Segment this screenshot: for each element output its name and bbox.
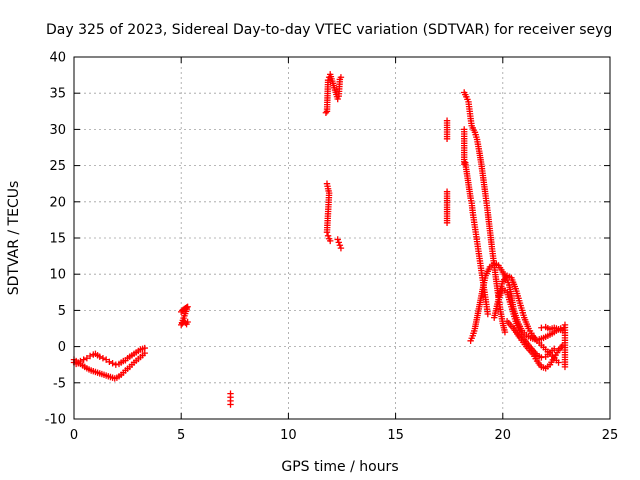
data-point: [102, 356, 110, 363]
y-tick-label: 0: [58, 340, 66, 355]
data-point: [484, 310, 491, 318]
data-point: [561, 363, 569, 371]
data-point: [141, 349, 148, 357]
data-point: [538, 324, 545, 331]
x-tick-label: 15: [387, 428, 404, 443]
data-point: [335, 239, 342, 246]
data-point: [184, 318, 191, 326]
ticks-layer: 0 5 10 15 20 25 -10 -5 0 5 10 15 20 25 30 35 40: [45, 51, 619, 444]
series-sat-c: [178, 303, 191, 329]
x-tick-label: 25: [602, 428, 619, 443]
y-tick-label: 30: [49, 123, 66, 138]
y-tick-label: -10: [45, 413, 66, 428]
data-point: [336, 242, 344, 249]
x-tick-label: 10: [280, 428, 297, 443]
points-layer: [70, 71, 569, 408]
data-point: [324, 76, 332, 84]
data-point: [337, 74, 345, 81]
data-point: [443, 219, 451, 226]
data-point: [337, 244, 345, 252]
grid-layer: [74, 57, 610, 419]
y-tick-label: 35: [49, 87, 66, 102]
y-axis-label: SDTVAR / TECUs: [6, 181, 22, 296]
x-axis-label: GPS time / hours: [281, 459, 398, 475]
series-sat-i: [461, 126, 491, 318]
data-point: [86, 352, 94, 360]
y-tick-label: 40: [49, 51, 66, 66]
data-point: [96, 353, 103, 360]
y-tick-label: 25: [49, 159, 66, 174]
series-sat-l: [495, 272, 562, 366]
data-point: [106, 358, 113, 366]
data-point: [555, 359, 562, 366]
series-sat-d: [227, 390, 234, 408]
y-tick-label: 5: [58, 304, 66, 319]
data-point: [323, 229, 331, 236]
y-tick-label: 15: [49, 232, 66, 247]
data-point: [80, 356, 87, 363]
data-point: [551, 345, 558, 352]
series-sat-e: [322, 71, 345, 245]
y-tick-label: 10: [49, 268, 66, 283]
data-point: [327, 237, 334, 245]
series-sat-f: [334, 236, 345, 252]
data-point: [109, 360, 116, 367]
series-sat-h: [461, 89, 509, 336]
x-tick-label: 20: [495, 428, 512, 443]
y-tick-label: -5: [53, 376, 66, 391]
chart-title: Day 325 of 2023, Sidereal Day-to-day VTE…: [46, 22, 612, 38]
plot-frame: [73, 56, 611, 420]
series-sat-g: [443, 117, 451, 226]
data-point: [322, 109, 330, 116]
data-point: [83, 354, 91, 362]
data-point: [227, 401, 234, 408]
data-point: [334, 236, 341, 243]
y-tick-label: 20: [49, 195, 66, 210]
x-tick-label: 5: [177, 428, 185, 443]
data-point: [324, 232, 332, 240]
data-point: [501, 328, 509, 336]
data-point: [334, 95, 341, 103]
x-tick-label: 0: [70, 428, 78, 443]
series-sat-n: [538, 321, 569, 371]
data-point: [99, 354, 107, 362]
series-sat-b: [70, 349, 148, 382]
data-point: [538, 354, 545, 361]
data-point: [443, 135, 451, 143]
data-point: [112, 361, 120, 368]
